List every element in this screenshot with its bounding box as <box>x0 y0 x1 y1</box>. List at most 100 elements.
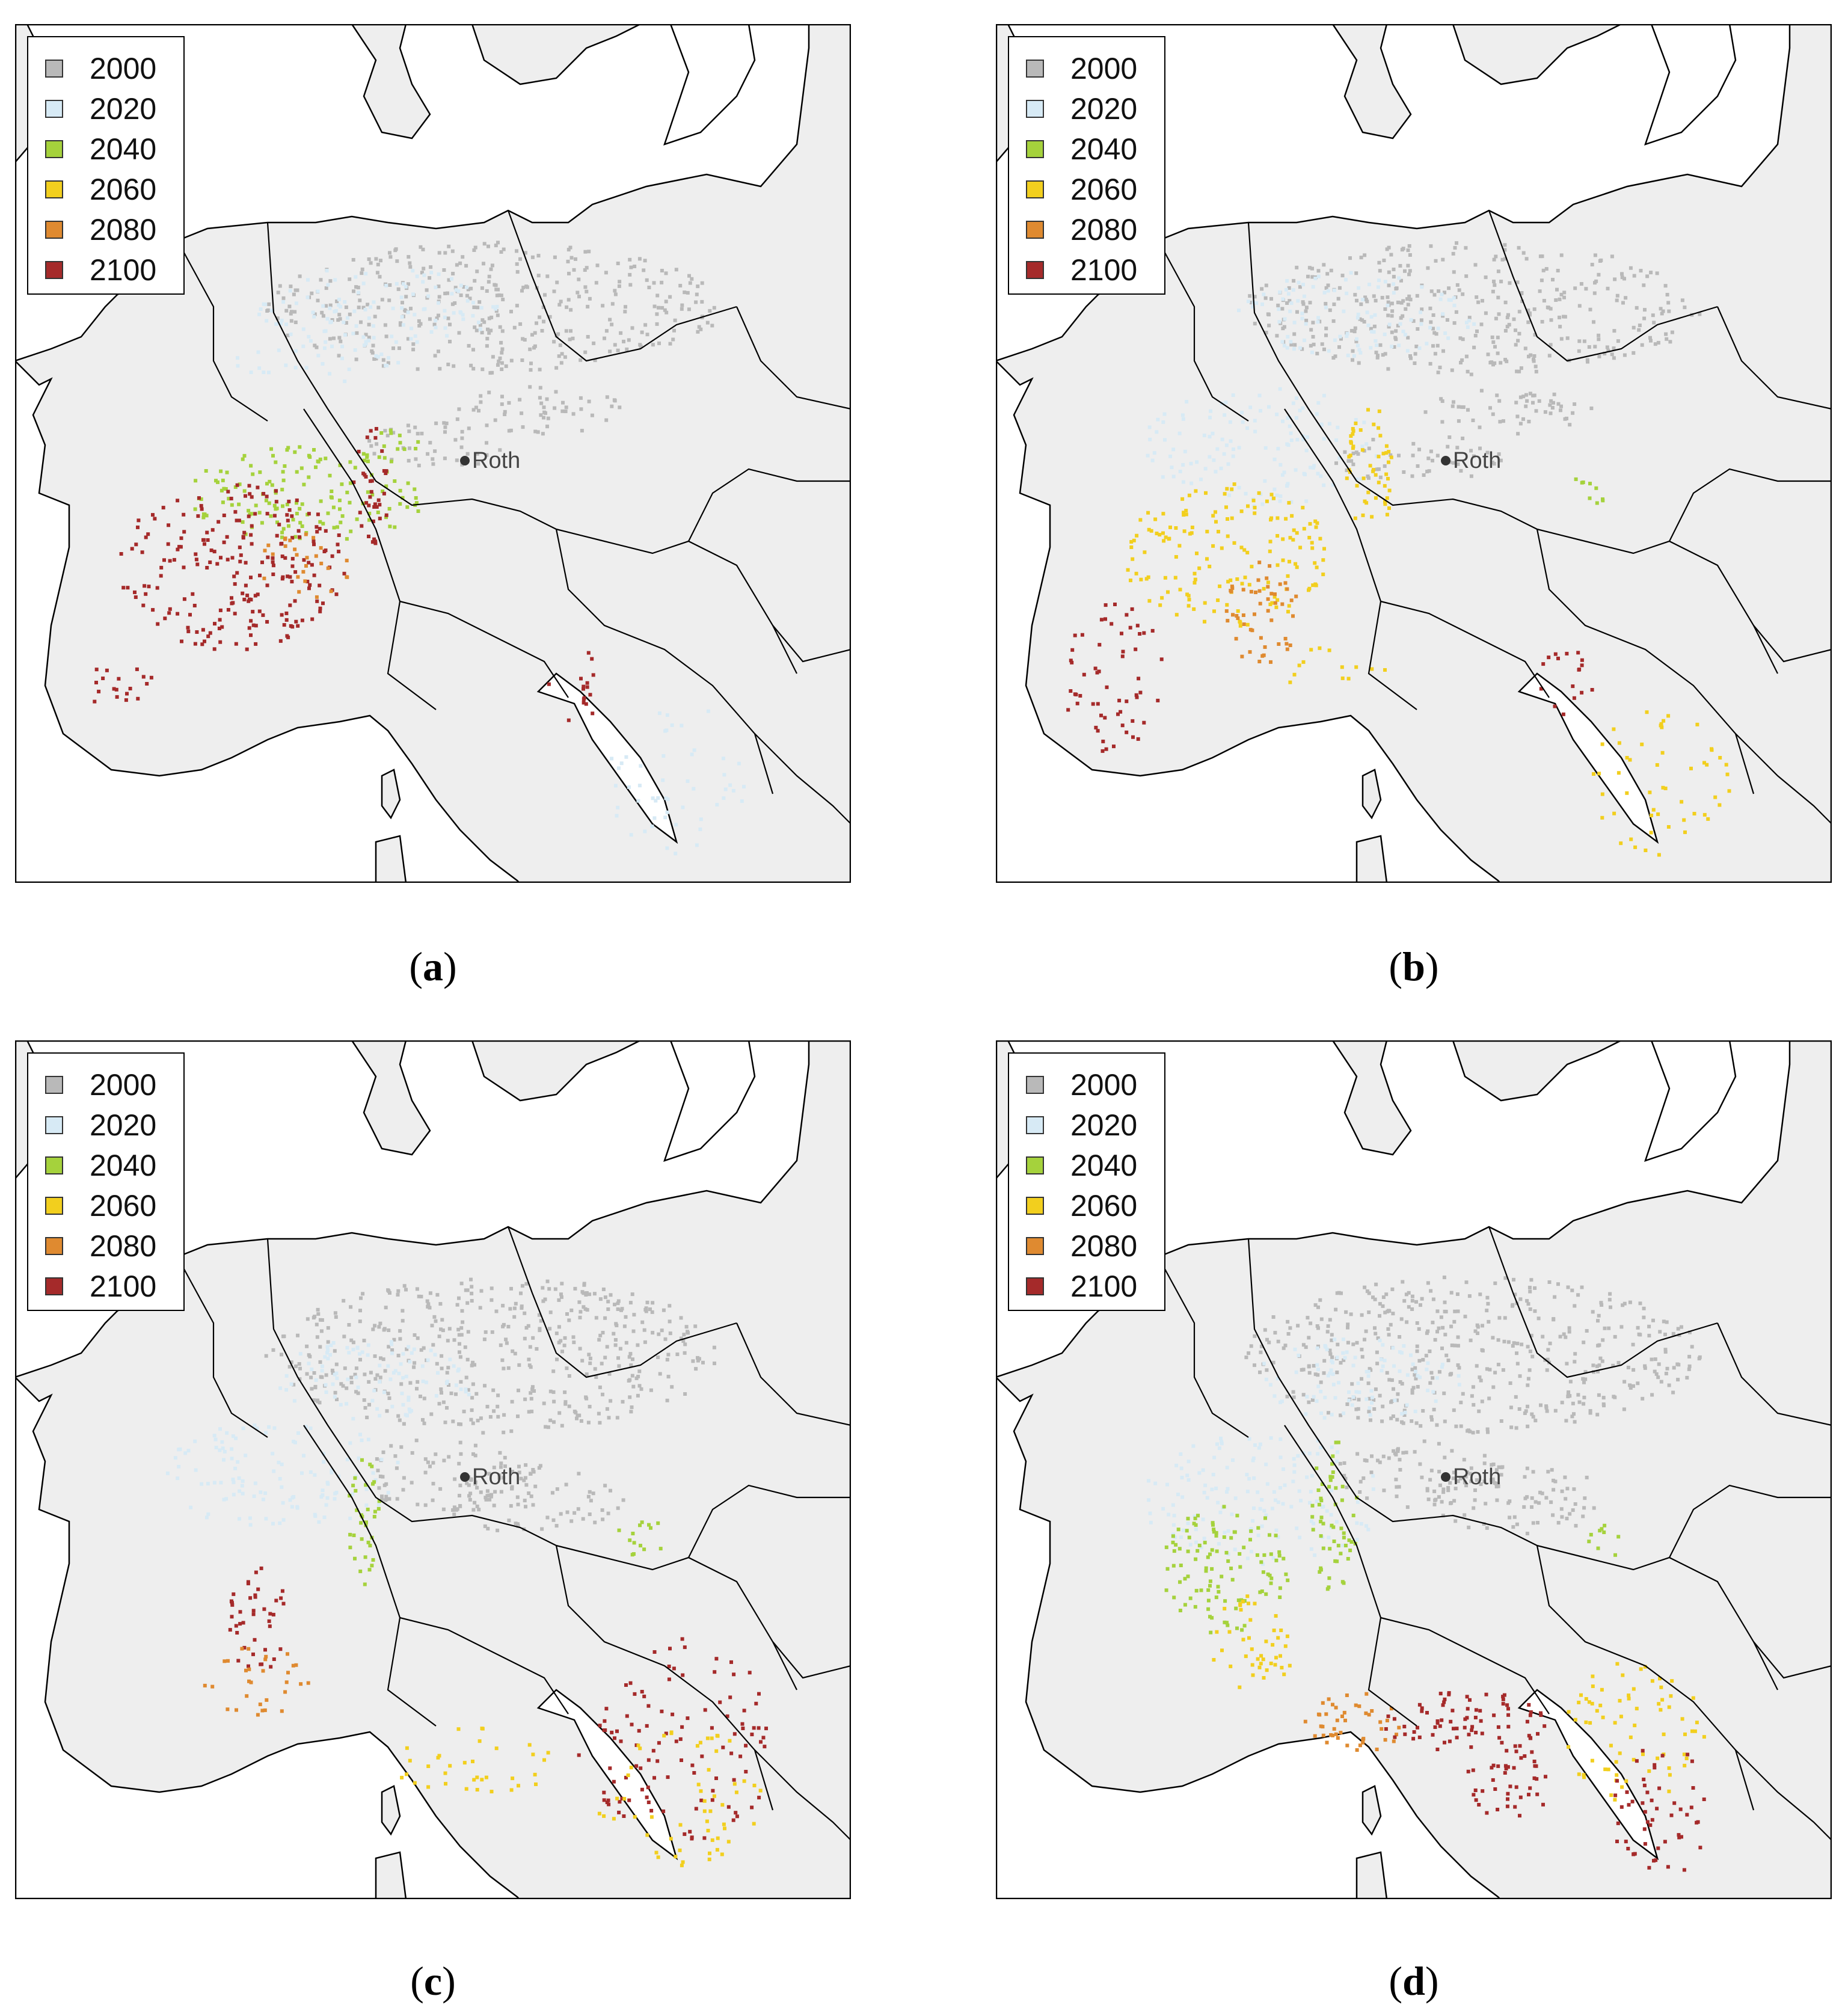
legend-item: 2040 <box>1026 129 1164 169</box>
baltic-sea <box>663 24 756 146</box>
legend-label: 2100 <box>90 253 157 287</box>
legend-item: 2100 <box>1026 1266 1164 1306</box>
italy-landmass <box>1417 674 1663 883</box>
roth-marker <box>460 1472 470 1482</box>
zone-2100 <box>93 667 153 704</box>
country-border <box>754 733 851 824</box>
map-frame <box>15 1040 851 1899</box>
legend-swatch <box>45 1277 63 1295</box>
denmark-landmass <box>351 1040 431 1156</box>
country-border <box>1380 1617 1550 1715</box>
legend-label: 2040 <box>1070 1148 1138 1182</box>
roth-marker <box>460 456 470 465</box>
country-border <box>772 1641 851 1679</box>
legend-item: 2100 <box>45 250 183 290</box>
zone-2060 <box>400 1727 550 1794</box>
legend-swatch <box>45 99 63 118</box>
zone-2020 <box>278 1340 471 1421</box>
map-canvas <box>15 24 851 883</box>
adriatic-sea <box>1517 672 1659 844</box>
legend-label: 2080 <box>90 1229 157 1263</box>
roth-label: Roth <box>1453 1464 1502 1490</box>
legend-swatch <box>1026 1075 1044 1094</box>
zone-2040 <box>362 428 420 464</box>
zone-2100 <box>1066 603 1164 753</box>
roth-label: Roth <box>472 448 521 473</box>
legend-swatch <box>45 1236 63 1255</box>
zone-2020 <box>165 1423 400 1527</box>
map-canvas <box>15 1040 851 1899</box>
zone-2000 <box>375 1438 523 1511</box>
legend-swatch <box>45 220 63 239</box>
zone-2020 <box>610 709 746 856</box>
corsica-landmass <box>1361 769 1382 820</box>
country-border <box>1753 625 1832 663</box>
legend-item: 2020 <box>1026 88 1164 129</box>
legend-swatch <box>1026 180 1044 198</box>
legend-label: 2020 <box>1070 1108 1138 1142</box>
legend-swatch <box>1026 99 1044 118</box>
country-border <box>735 1322 851 1426</box>
legend-label: 2100 <box>1070 1269 1138 1303</box>
scandinavia-landmass <box>1452 1040 1622 1102</box>
map-frame <box>15 24 851 883</box>
legend-label: 2040 <box>90 132 157 166</box>
zone-2100 <box>352 427 388 545</box>
zone-2020 <box>1262 1337 1461 1420</box>
country-border <box>507 210 737 362</box>
legend-swatch <box>45 180 63 198</box>
corsica-landmass <box>1361 1785 1382 1836</box>
italy-landmass <box>436 1690 683 1899</box>
country-border <box>1716 306 1832 410</box>
country-border <box>177 1256 268 1438</box>
legend: 2000 2020 2040 2060 2080 2100 <box>1008 1052 1165 1311</box>
legend-label: 2100 <box>90 1269 157 1303</box>
legend-label: 2000 <box>90 51 157 85</box>
italy-landmass <box>1417 1690 1663 1899</box>
legend-swatch <box>45 1196 63 1215</box>
map-panel-b: 2000 2020 2040 2060 2080 2100 Roth <box>996 24 1832 883</box>
adriatic-sea <box>1517 1689 1659 1861</box>
zone-2040 <box>1587 1523 1621 1557</box>
legend: 2000 2020 2040 2060 2080 2100 <box>1008 36 1165 295</box>
borders <box>1158 1226 1832 1841</box>
country-border <box>399 600 569 698</box>
map-panel-a: 2000 2020 2040 2060 2080 2100 Roth <box>15 24 851 883</box>
country-border <box>1380 600 1550 698</box>
legend-swatch <box>45 1156 63 1174</box>
country-border <box>507 1226 737 1378</box>
legend-item: 2040 <box>1026 1145 1164 1185</box>
legend-swatch <box>1026 260 1044 279</box>
zone-2000 <box>264 1277 716 1435</box>
legend-item: 2000 <box>1026 1064 1164 1105</box>
country-border <box>688 1484 851 1558</box>
legend-item: 2100 <box>45 1266 183 1306</box>
country-border <box>1158 240 1249 422</box>
country-border <box>303 408 437 710</box>
country-border <box>1247 222 1333 446</box>
borders <box>1158 210 1832 824</box>
legend-label: 2060 <box>90 1188 157 1223</box>
zone-2100 <box>228 1566 286 1669</box>
caption-d: (d) <box>1389 1958 1439 2004</box>
country-border <box>754 1749 851 1841</box>
legend-label: 2020 <box>90 91 157 126</box>
legend-swatch <box>1026 1156 1044 1174</box>
mainland-landmass <box>15 24 851 883</box>
country-border <box>351 1461 557 1546</box>
caption-b: (b) <box>1389 944 1439 989</box>
scandinavia-landmass <box>1452 24 1622 85</box>
denmark-landmass <box>1331 24 1412 140</box>
zone-2100 <box>1384 1691 1547 1751</box>
zone-2040 <box>193 445 420 541</box>
scandinavia-landmass <box>471 1040 641 1102</box>
corsica-landmass <box>381 769 401 820</box>
zone-2020 <box>1237 271 1476 358</box>
zone-2020 <box>1147 1436 1375 1567</box>
country-border <box>1735 733 1832 824</box>
legend-label: 2020 <box>90 1108 157 1142</box>
zone-2000 <box>455 385 622 436</box>
zone-2060 <box>1126 482 1326 628</box>
sardinia-landmass <box>1355 835 1388 883</box>
legend: 2000 2020 2040 2060 2080 2100 <box>27 1052 185 1311</box>
